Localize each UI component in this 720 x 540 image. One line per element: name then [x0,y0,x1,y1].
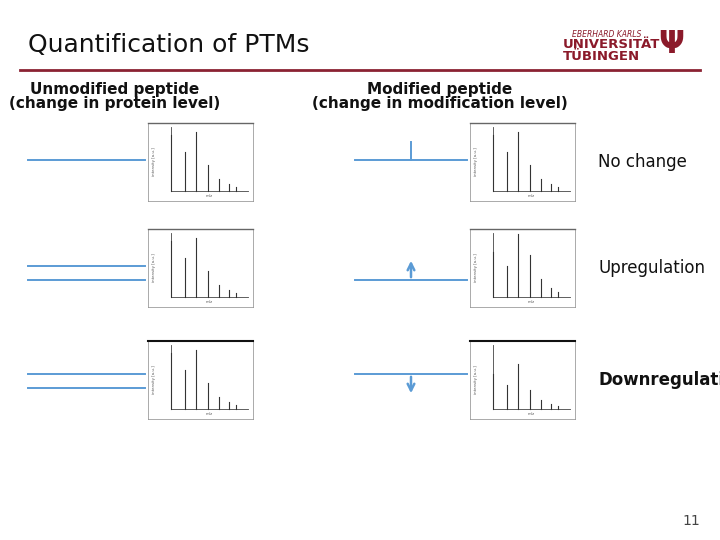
Text: Upregulation: Upregulation [598,259,705,277]
Text: Unmodified peptide: Unmodified peptide [30,82,199,97]
Text: Quantification of PTMs: Quantification of PTMs [28,33,310,57]
Text: Modified peptide: Modified peptide [367,82,513,97]
Text: intensity [a.u.]: intensity [a.u.] [152,366,156,394]
Text: (change in modification level): (change in modification level) [312,96,568,111]
Text: Ψ: Ψ [658,30,684,59]
Text: m/z: m/z [206,412,213,416]
Text: m/z: m/z [528,412,535,416]
Text: No change: No change [598,153,687,171]
Text: TÜBINGEN: TÜBINGEN [563,50,640,63]
Text: m/z: m/z [206,194,213,198]
Text: intensity [a.u.]: intensity [a.u.] [474,254,478,282]
Text: m/z: m/z [206,300,213,304]
Text: intensity [a.u.]: intensity [a.u.] [474,366,478,394]
Bar [470,341,575,419]
Text: m/z: m/z [528,300,535,304]
Bar [470,229,575,307]
Text: EBERHARD KARLS: EBERHARD KARLS [572,30,642,39]
Text: intensity [a.u.]: intensity [a.u.] [474,147,478,177]
Bar [148,341,253,419]
Text: m/z: m/z [528,194,535,198]
Bar [148,229,253,307]
Text: (change in protein level): (change in protein level) [9,96,220,111]
Text: 11: 11 [683,514,700,528]
Bar [148,123,253,201]
Text: intensity [a.u.]: intensity [a.u.] [152,147,156,177]
Bar [470,123,575,201]
Text: Downregulation: Downregulation [598,371,720,389]
Text: intensity [a.u.]: intensity [a.u.] [152,254,156,282]
Text: UNIVERSITÄT: UNIVERSITÄT [563,38,660,51]
